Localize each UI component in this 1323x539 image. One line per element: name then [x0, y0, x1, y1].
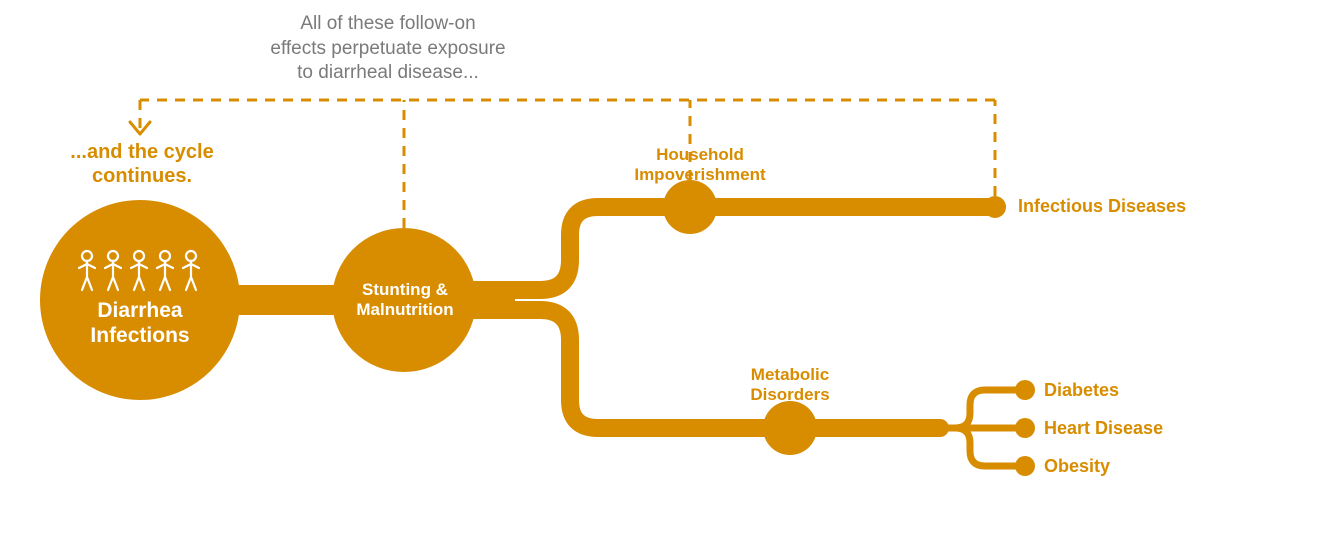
node-infectious-label: Infectious Diseases	[1018, 196, 1186, 217]
node-diarrhea-label: Diarrhea Infections	[60, 298, 220, 348]
cycle-label: ...and the cycle continues.	[52, 140, 232, 188]
node-metabolic	[763, 401, 817, 455]
annotation-line: effects perpetuate exposure	[248, 37, 528, 62]
label-line: Household	[620, 145, 780, 165]
node-stunting-label: Stunting & Malnutrition	[340, 280, 470, 321]
label-line: Stunting &	[340, 280, 470, 300]
node-household	[663, 180, 717, 234]
label-line: Disorders	[730, 385, 850, 405]
annotation-text: All of these follow-on effects perpetuat…	[248, 12, 528, 86]
label-line: Infections	[60, 323, 220, 348]
edge-stunting-to-household	[470, 207, 995, 290]
diagram-canvas	[0, 0, 1323, 539]
node-diabetes-end	[1015, 380, 1035, 400]
node-infectious-end	[984, 196, 1006, 218]
cycle-line: continues.	[52, 164, 232, 188]
annotation-line: All of these follow-on	[248, 12, 528, 37]
node-heart-label: Heart Disease	[1044, 418, 1163, 439]
label-line: Metabolic	[730, 365, 850, 385]
label-line: Diarrhea	[60, 298, 220, 323]
node-obesity-end	[1015, 456, 1035, 476]
cycle-line: ...and the cycle	[52, 140, 232, 164]
node-heart-end	[1015, 418, 1035, 438]
node-diabetes-label: Diabetes	[1044, 380, 1119, 401]
annotation-line: to diarrheal disease...	[248, 61, 528, 86]
label-line: Malnutrition	[340, 300, 470, 320]
edge-stunting-to-metabolic	[470, 310, 940, 428]
label-line: Impoverishment	[620, 165, 780, 185]
node-household-label: Household Impoverishment	[620, 145, 780, 186]
node-metabolic-label: Metabolic Disorders	[730, 365, 850, 406]
node-obesity-label: Obesity	[1044, 456, 1110, 477]
